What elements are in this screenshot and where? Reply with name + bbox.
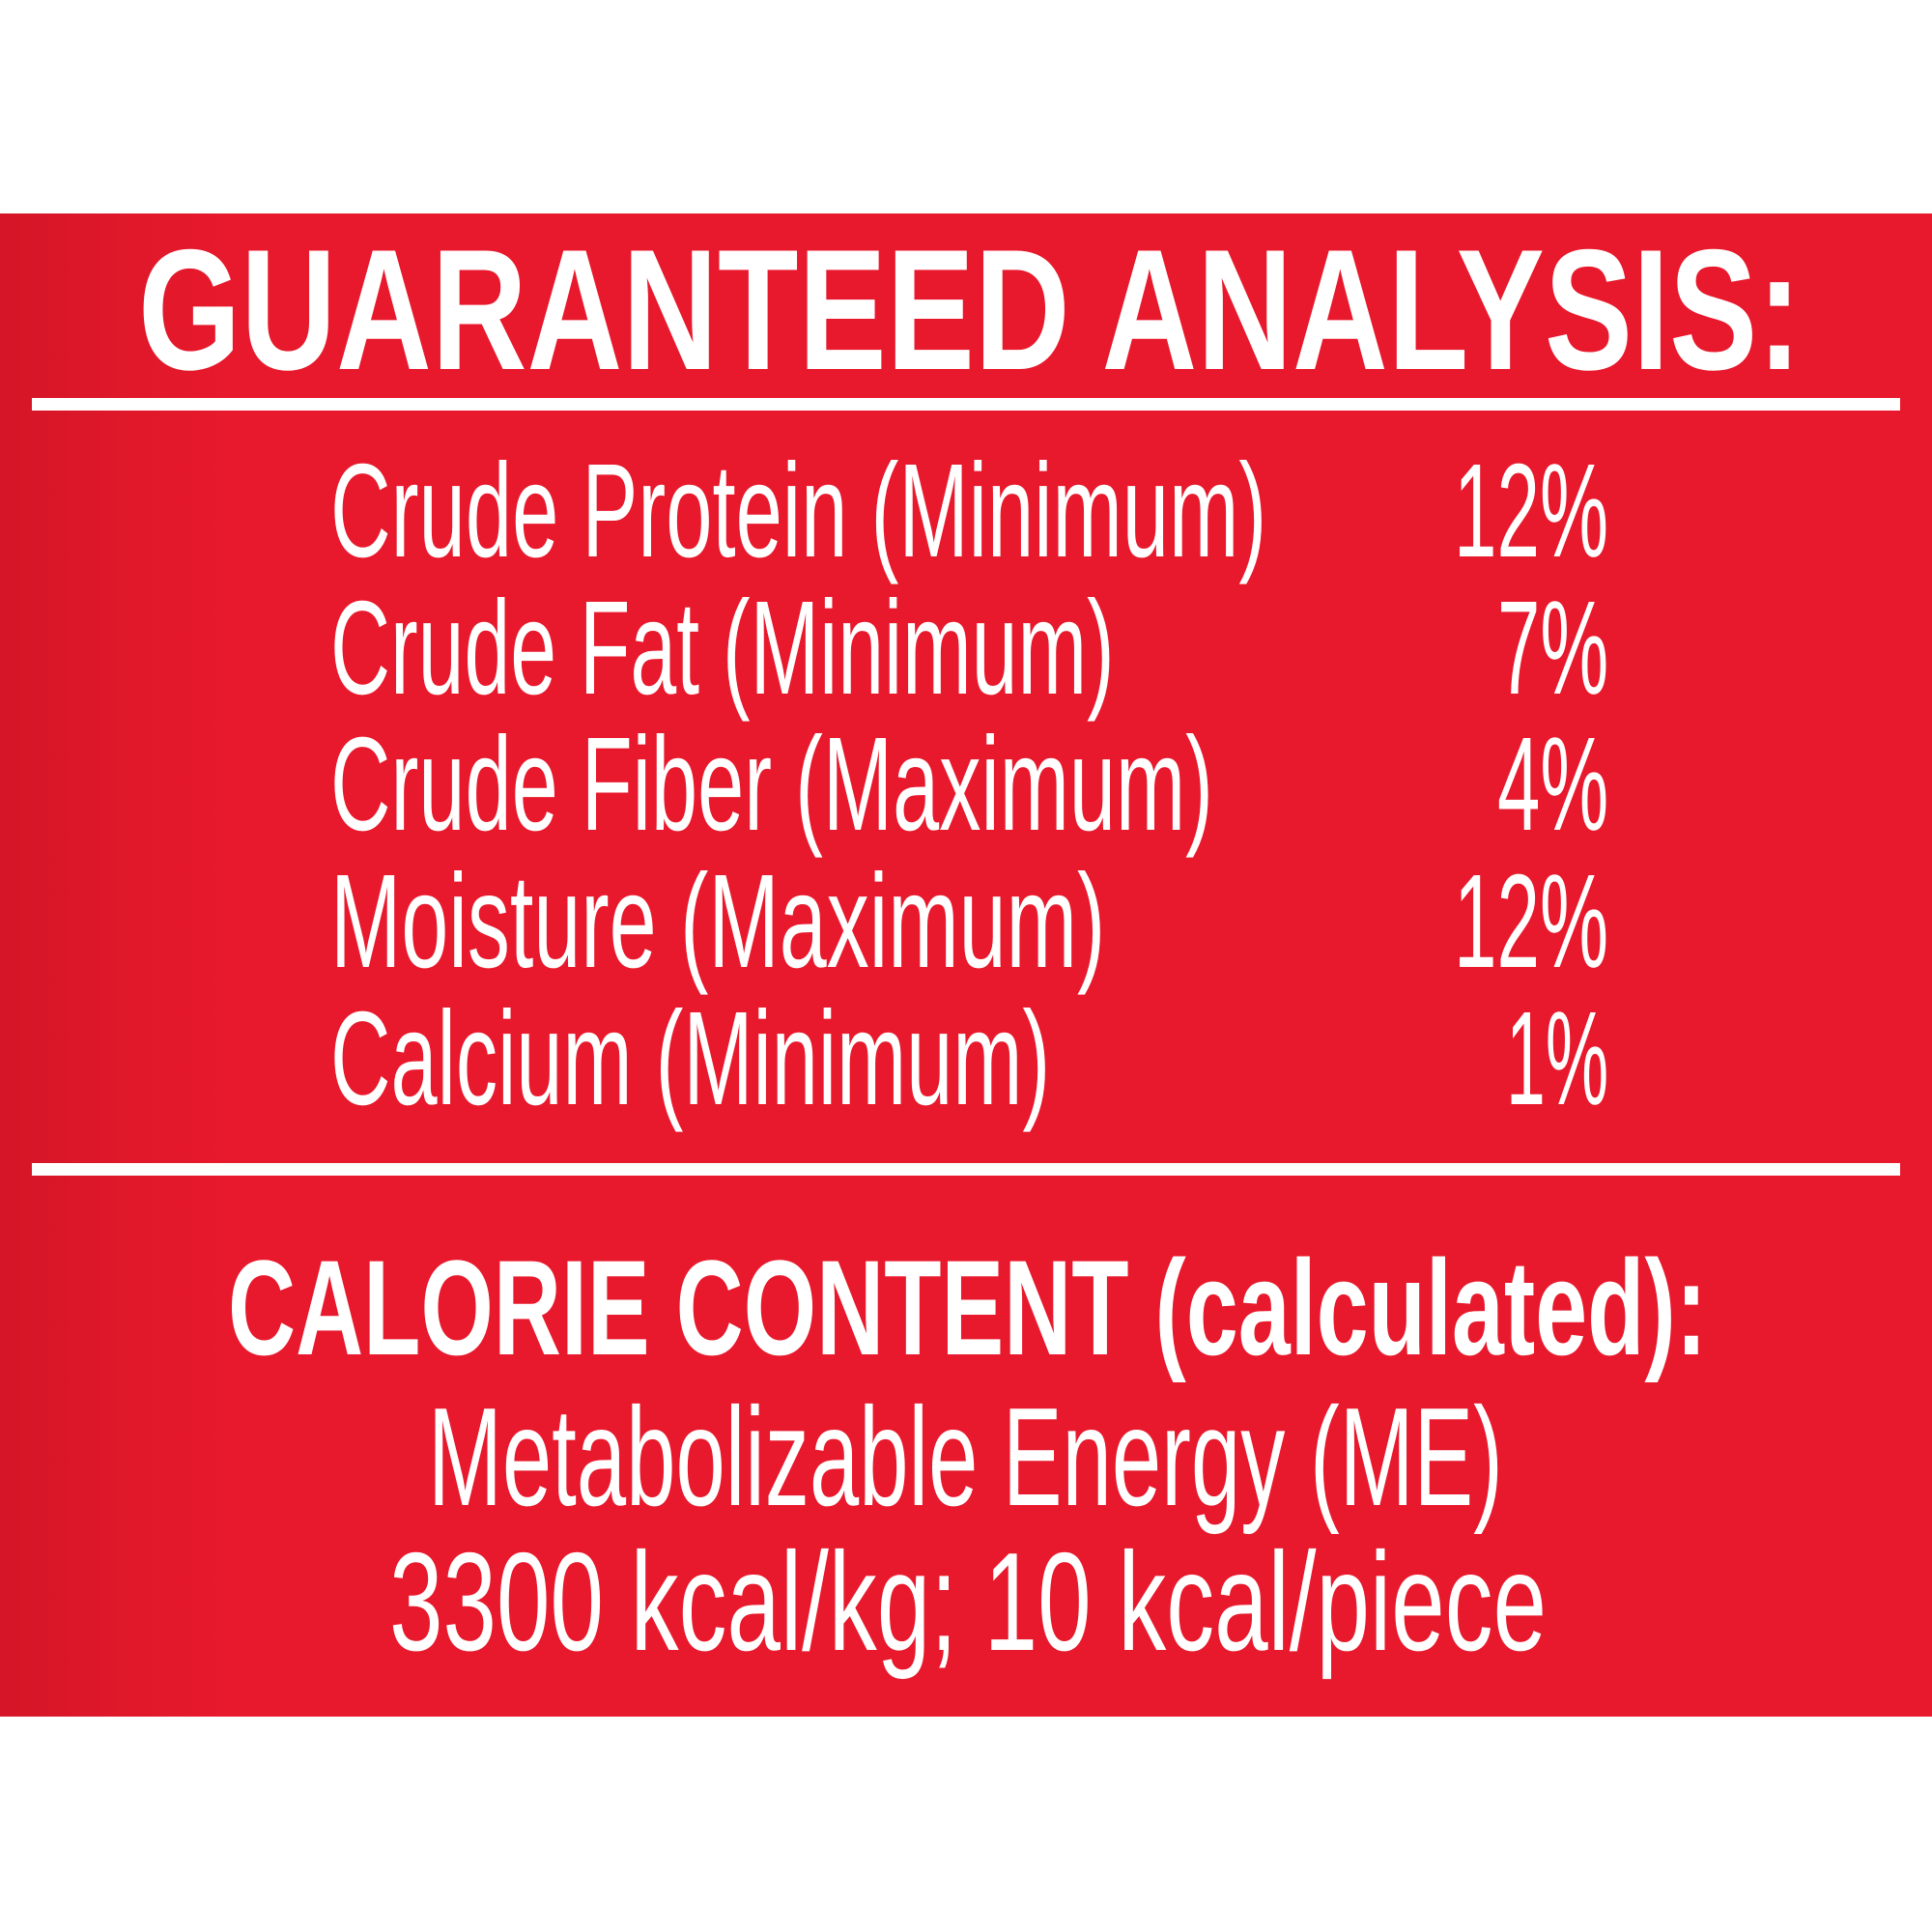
red-panel xyxy=(0,213,1932,1717)
row-label: Crude Protein (Minimum) xyxy=(330,437,1267,585)
row-label: Crude Fat (Minimum) xyxy=(330,574,1115,723)
calorie-line-1: Metabolizable Energy (ME) xyxy=(428,1378,1503,1535)
row-value: 12% xyxy=(1454,437,1609,585)
calorie-title: CALORIE CONTENT (calculated): xyxy=(228,1232,1708,1383)
calorie-line-2: 3300 kcal/kg; 10 kcal/piece xyxy=(389,1523,1548,1680)
row-label: Crude Fiber (Maximum) xyxy=(330,710,1213,859)
row-value: 7% xyxy=(1497,574,1609,723)
row-value: 12% xyxy=(1454,847,1609,996)
row-label: Moisture (Maximum) xyxy=(330,847,1106,996)
title: GUARANTEED ANALYSIS: xyxy=(138,213,1802,406)
divider-bottom xyxy=(32,1163,1900,1176)
row-value: 4% xyxy=(1497,710,1609,859)
row-value: 1% xyxy=(1506,984,1609,1133)
row-label: Calcium (Minimum) xyxy=(330,984,1051,1133)
divider-top xyxy=(32,398,1900,411)
